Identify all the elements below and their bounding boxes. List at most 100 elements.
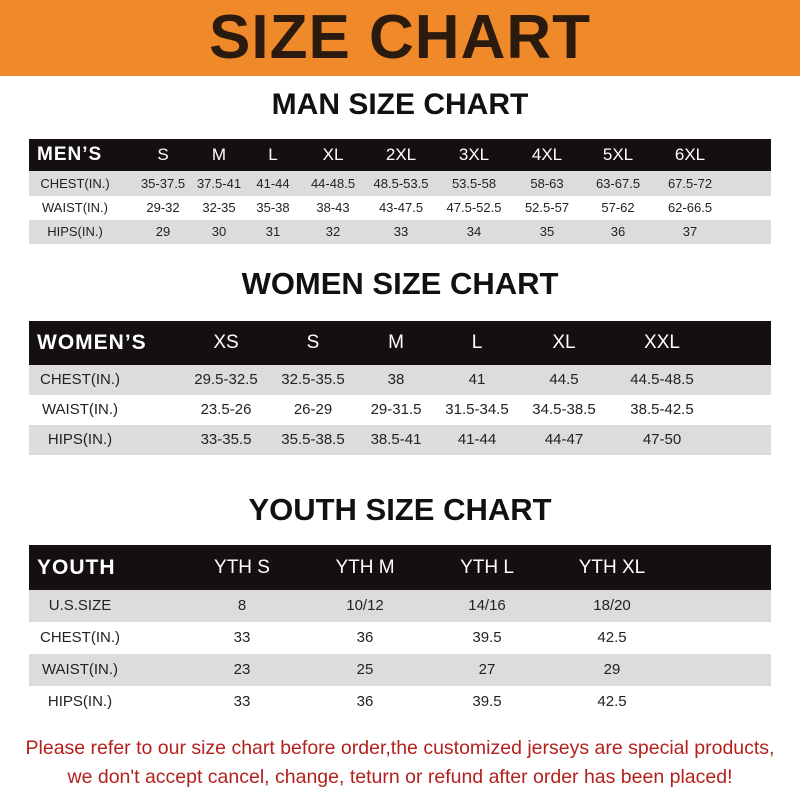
table-cell: 39.5 <box>472 693 502 710</box>
table-cell: 33 <box>393 224 409 239</box>
table-cell: 35.5-38.5 <box>281 431 345 448</box>
table-cell: 37 <box>682 224 698 239</box>
table-row: WAIST(IN.) 29-32 32-35 35-38 38-43 43-47.5 47.… <box>29 196 771 220</box>
table-cell: 42.5 <box>597 629 627 646</box>
measure-label: CHEST(IN.) <box>40 629 120 646</box>
table-cell: 37.5-41 <box>196 176 242 191</box>
table-cell: 38-43 <box>316 200 350 215</box>
table-row: HIPS(IN.) 33-35.5 35.5-38.5 38.5-41 41-44 44-… <box>29 425 771 455</box>
measure-label: WAIST(IN.) <box>42 200 108 215</box>
banner: SIZE CHART <box>0 0 800 76</box>
table-cell: 38.5-42.5 <box>630 401 694 418</box>
table-cell: 42.5 <box>597 693 627 710</box>
size-header: L <box>268 145 278 164</box>
table-row: HIPS(IN.) 29 30 31 32 33 34 35 36 37 <box>29 220 771 244</box>
table-cell: 39.5 <box>472 629 502 646</box>
header-row: WOMEN’S XS S M L XL XXL <box>29 321 771 365</box>
table-cell: 53.5-58 <box>451 176 497 191</box>
table-corner-label: MEN’S <box>37 144 103 165</box>
size-header: XS <box>213 332 239 353</box>
table-cell: 10/12 <box>346 597 384 614</box>
table-cell: 8 <box>237 597 247 614</box>
size-header: YTH XL <box>578 557 646 578</box>
size-header: XL <box>322 145 344 164</box>
table-row: CHEST(IN.) 35-37.5 37.5-41 41-44 44-48.5 48.5… <box>29 171 771 196</box>
size-header: YTH M <box>335 557 395 578</box>
table-cell: 44-47 <box>544 431 584 448</box>
measure-label: U.S.SIZE <box>48 597 112 614</box>
measure-label: HIPS(IN.) <box>47 224 103 239</box>
size-header: YTH L <box>460 557 514 578</box>
table-cell: 41-44 <box>256 176 290 191</box>
table-cell: 32.5-35.5 <box>281 371 345 388</box>
size-header: M <box>388 332 404 353</box>
table-cell: 23 <box>233 661 251 678</box>
table-cell: 27 <box>478 661 496 678</box>
size-header: 6XL <box>674 145 706 164</box>
size-header: 2XL <box>385 145 417 164</box>
table-cell: 29-32 <box>146 200 180 215</box>
measure-label: CHEST(IN.) <box>40 371 120 388</box>
notice-line-1: Please refer to our size chart before or… <box>25 737 775 759</box>
table-row: HIPS(IN.) 33 36 39.5 42.5 <box>29 686 771 718</box>
table-corner-label: YOUTH <box>37 556 116 579</box>
table-cell: 38 <box>387 371 405 388</box>
table-cell: 35-37.5 <box>140 176 186 191</box>
banner-title: SIZE CHART <box>209 3 591 72</box>
table-cell: 29 <box>603 661 621 678</box>
table-cell: 41-44 <box>457 431 497 448</box>
size-header: S <box>157 145 169 164</box>
table-cell: 29 <box>155 224 171 239</box>
size-header: S <box>306 332 320 353</box>
table-cell: 33 <box>233 693 251 710</box>
size-header: 3XL <box>458 145 490 164</box>
table-cell: 63-67.5 <box>595 176 641 191</box>
table-cell: 38.5-41 <box>370 431 422 448</box>
table-cell: 34 <box>466 224 482 239</box>
table-cell: 36 <box>356 629 374 646</box>
men-section-title: MAN SIZE CHART <box>271 88 529 121</box>
measure-label: WAIST(IN.) <box>41 401 119 418</box>
size-header: 4XL <box>531 145 563 164</box>
table-cell: 32 <box>325 224 341 239</box>
measure-label: CHEST(IN.) <box>40 176 110 191</box>
table-cell: 29.5-32.5 <box>194 371 258 388</box>
notice-line-2: we don't accept cancel, change, teturn o… <box>67 766 733 788</box>
table-cell: 62-66.5 <box>667 200 713 215</box>
table-cell: 32-35 <box>202 200 236 215</box>
table-cell: 58-63 <box>530 176 564 191</box>
table-row: WAIST(IN.) 23 25 27 29 <box>29 654 771 686</box>
table-cell: 33 <box>233 629 251 646</box>
header-row: YOUTH YTH S YTH M YTH L YTH XL <box>29 545 771 590</box>
table-row: CHEST(IN.) 29.5-32.5 32.5-35.5 38 41 44.5 44.5… <box>29 365 771 395</box>
measure-label: WAIST(IN.) <box>41 661 119 678</box>
size-header: YTH S <box>214 557 270 578</box>
table-cell: 57-62 <box>601 200 635 215</box>
table-corner-label: WOMEN’S <box>37 331 147 354</box>
measure-label: HIPS(IN.) <box>47 431 113 448</box>
table-cell: 43-47.5 <box>378 200 424 215</box>
table-cell: 47-50 <box>642 431 682 448</box>
table-cell: 25 <box>356 661 374 678</box>
table-cell: 18/20 <box>593 597 631 614</box>
table-row: U.S.SIZE 8 10/12 14/16 18/20 <box>29 590 771 622</box>
table-cell: 36 <box>356 693 374 710</box>
women-section-title: WOMEN SIZE CHART <box>241 266 559 301</box>
size-header: M <box>211 145 227 164</box>
table-cell: 35-38 <box>256 200 290 215</box>
table-row: CHEST(IN.) 33 36 39.5 42.5 <box>29 622 771 654</box>
table-cell: 36 <box>610 224 626 239</box>
table-row: WAIST(IN.) 23.5-26 26-29 29-31.5 31.5-34.5 34… <box>29 395 771 425</box>
table-cell: 31 <box>265 224 281 239</box>
size-header: XL <box>552 332 576 353</box>
notice: Please refer to our size chart before or… <box>0 734 800 792</box>
size-header: 5XL <box>602 145 634 164</box>
table-cell: 35 <box>539 224 555 239</box>
table-cell: 30 <box>211 224 227 239</box>
table-cell: 23.5-26 <box>200 401 252 418</box>
table-cell: 31.5-34.5 <box>445 401 509 418</box>
table-cell: 44.5 <box>549 371 579 388</box>
table-cell: 48.5-53.5 <box>373 176 429 191</box>
table-cell: 67.5-72 <box>667 176 713 191</box>
table-cell: 14/16 <box>468 597 506 614</box>
